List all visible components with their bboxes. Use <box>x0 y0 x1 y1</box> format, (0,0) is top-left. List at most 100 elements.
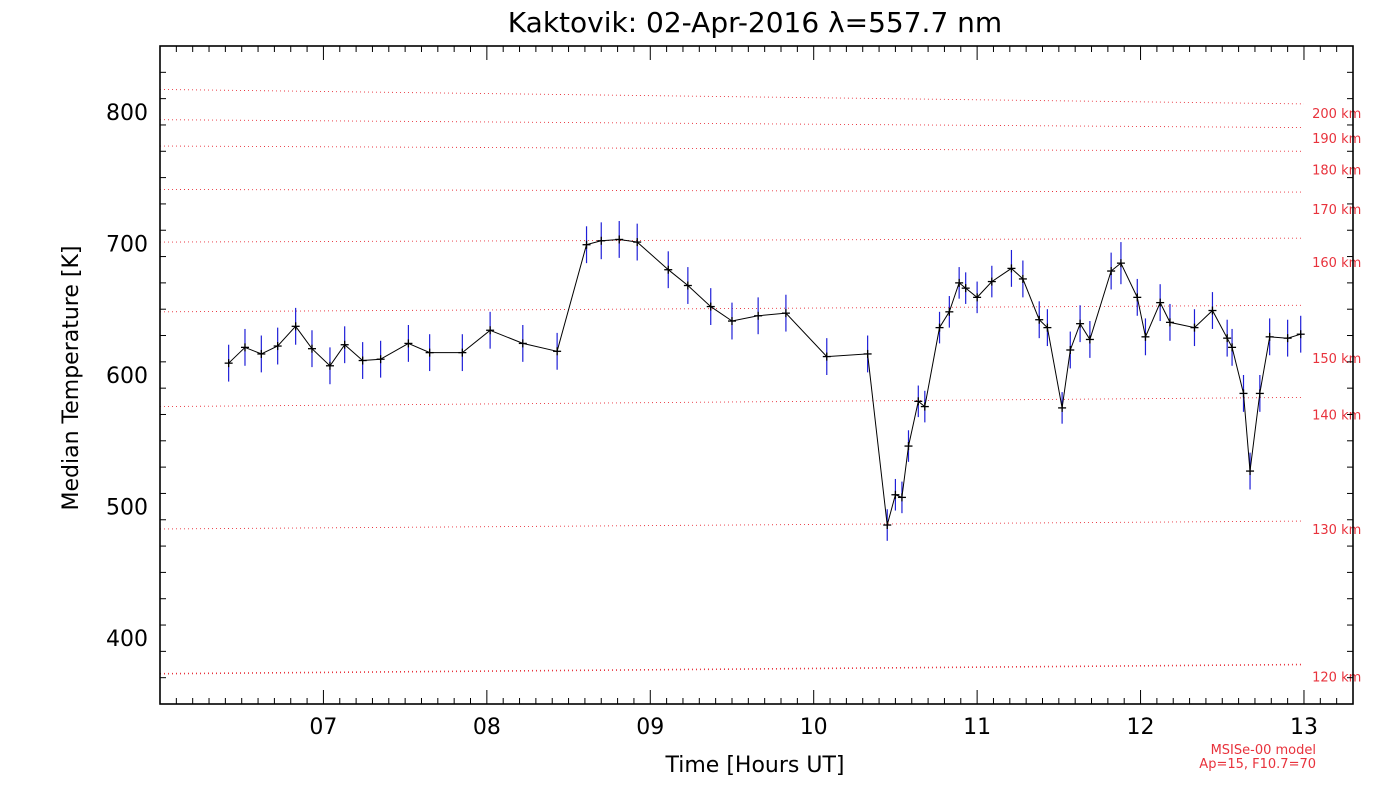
data-point <box>325 361 334 370</box>
data-point <box>904 442 913 451</box>
model-line-190km <box>159 119 1304 129</box>
y-tick-label: 400 <box>106 627 148 652</box>
x-tick-label: 09 <box>636 715 664 740</box>
data-point <box>1018 274 1027 283</box>
data-point <box>518 339 527 348</box>
model-line-label: 140 km <box>1312 408 1361 423</box>
data-point <box>955 278 964 287</box>
model-line-label: 200 km <box>1312 107 1361 122</box>
data-point <box>273 342 282 351</box>
data-point <box>224 359 233 368</box>
data-point <box>891 490 900 499</box>
chart-title: Kaktovik: 02-Apr-2016 λ=557.7 nm <box>508 6 1002 39</box>
model-line-label: 150 km <box>1312 352 1361 367</box>
y-tick-label: 600 <box>106 364 148 389</box>
data-point <box>291 322 300 331</box>
model-line-200km <box>159 88 1304 105</box>
data-point <box>1076 319 1085 328</box>
series-line <box>228 238 1301 526</box>
data-point <box>1208 306 1217 315</box>
data-point <box>404 339 413 348</box>
data-point <box>987 277 996 286</box>
data-point <box>822 352 831 361</box>
data-point <box>920 402 929 411</box>
data-point <box>340 340 349 349</box>
data-point <box>945 307 954 316</box>
data-point <box>1190 323 1199 332</box>
temperature-series <box>224 221 1305 541</box>
data-point <box>683 281 692 290</box>
data-point <box>914 397 923 406</box>
data-point <box>358 356 367 365</box>
data-point <box>486 326 495 335</box>
data-point <box>1228 343 1237 352</box>
data-point <box>1296 330 1305 339</box>
model-line-label: 160 km <box>1312 256 1361 271</box>
model-params-note: Ap=15, F10.7=70 <box>1199 757 1316 772</box>
data-point <box>863 349 872 358</box>
data-point <box>582 240 591 249</box>
data-point <box>1133 293 1142 302</box>
model-line-130km <box>159 520 1304 530</box>
data-point <box>425 348 434 357</box>
y-tick-label: 800 <box>106 101 148 126</box>
model-note: MSISe-00 model <box>1211 743 1316 758</box>
data-point <box>1043 323 1052 332</box>
model-line-label: 190 km <box>1312 132 1361 147</box>
data-point <box>935 323 944 332</box>
data-point <box>458 348 467 357</box>
data-point <box>1265 332 1274 341</box>
model-line-label: 170 km <box>1312 203 1361 218</box>
x-tick-label: 12 <box>1127 715 1155 740</box>
x-tick-label: 11 <box>963 715 991 740</box>
data-point <box>257 349 266 358</box>
model-line-160km <box>159 237 1304 243</box>
model-line-140km <box>159 396 1304 408</box>
data-point <box>897 493 906 502</box>
data-point <box>1239 389 1248 398</box>
data-point <box>553 347 562 356</box>
data-point <box>633 238 642 247</box>
data-point <box>1058 403 1067 412</box>
data-point <box>1283 334 1292 343</box>
data-point <box>307 344 316 353</box>
data-point <box>240 343 249 352</box>
data-point <box>1165 318 1174 327</box>
data-point <box>973 293 982 302</box>
x-tick-label: 07 <box>309 715 337 740</box>
x-tick-label: 10 <box>800 715 828 740</box>
y-tick-label: 700 <box>106 232 148 257</box>
data-point <box>754 311 763 320</box>
data-point <box>1107 267 1116 276</box>
data-point <box>1035 315 1044 324</box>
data-point <box>781 309 790 318</box>
data-point <box>1007 264 1016 273</box>
data-point <box>706 302 715 311</box>
axes: 07 08 09 10 11 12 13 400 500 600 700 800 <box>106 45 1354 740</box>
plot-frame <box>159 45 1354 705</box>
data-point <box>1116 259 1125 268</box>
y-tick-label: 500 <box>106 496 148 521</box>
data-point <box>883 521 892 530</box>
data-point <box>1223 334 1232 343</box>
data-point <box>615 235 624 244</box>
model-line-label: 130 km <box>1312 523 1361 538</box>
model-line-120km <box>159 663 1304 675</box>
model-line-170km <box>159 188 1304 193</box>
data-point <box>1066 345 1075 354</box>
data-point <box>1085 335 1094 344</box>
data-point <box>376 355 385 364</box>
data-point <box>1156 298 1165 307</box>
y-axis-label: Median Temperature [K] <box>59 246 84 511</box>
data-point <box>664 265 673 274</box>
data-point <box>1255 389 1264 398</box>
data-point <box>597 236 606 245</box>
model-altitude-lines: 120 km 130 km 140 km 150 km 160 km 170 km 180 … <box>159 88 1361 685</box>
x-tick-label: 13 <box>1290 715 1318 740</box>
model-line-180km <box>159 145 1304 152</box>
model-line-label: 180 km <box>1312 164 1361 179</box>
model-line-label: 120 km <box>1312 670 1361 685</box>
x-tick-label: 08 <box>473 715 501 740</box>
data-point <box>961 284 970 293</box>
